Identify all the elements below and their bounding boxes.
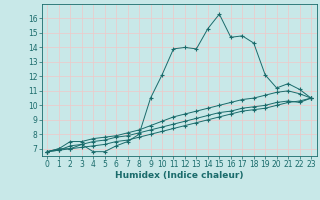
X-axis label: Humidex (Indice chaleur): Humidex (Indice chaleur) <box>115 171 244 180</box>
